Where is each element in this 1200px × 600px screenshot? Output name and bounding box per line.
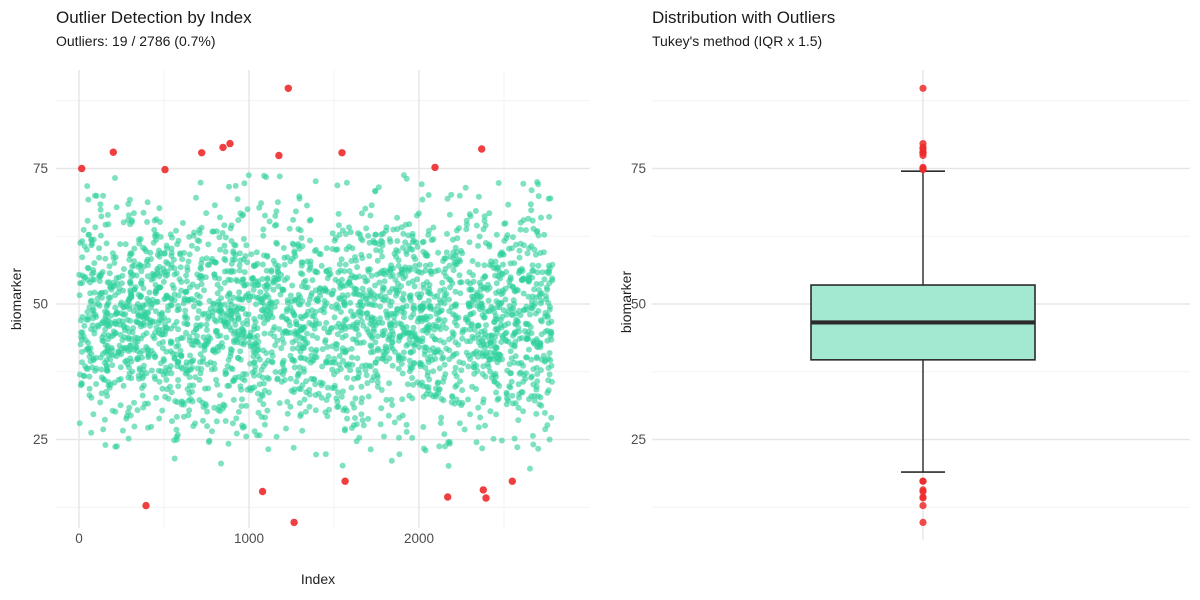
svg-text:50: 50 (33, 297, 48, 312)
svg-text:1000: 1000 (234, 531, 264, 546)
scatter-x-axis-title: Index (300, 571, 336, 587)
svg-text:75: 75 (33, 161, 48, 176)
boxplot-y-axis-title: biomarker (618, 270, 634, 334)
svg-text:75: 75 (631, 161, 646, 176)
svg-text:25: 25 (631, 432, 646, 447)
boxplot-title: Distribution with Outliers (652, 8, 836, 27)
svg-text:50: 50 (631, 297, 646, 312)
scatter-title: Outlier Detection by Index (56, 8, 252, 27)
scatter-inlier-points (76, 172, 556, 472)
scatter-panel: 25 50 75 0 1000 2000 (33, 70, 590, 546)
scatter-y-axis-title: biomarker (8, 267, 24, 331)
boxplot-subtitle: Tukey's method (IQR x 1.5) (652, 33, 823, 49)
boxplot-glyph (810, 170, 1036, 473)
boxplot-outlier-points (919, 84, 927, 527)
svg-text:2000: 2000 (404, 531, 434, 546)
svg-text:25: 25 (33, 432, 48, 447)
svg-text:0: 0 (75, 531, 83, 546)
scatter-outlier-points (78, 84, 516, 527)
scatter-subtitle: Outliers: 19 / 2786 (0.7%) (56, 33, 216, 49)
boxplot-panel: 25 50 75 (631, 70, 1190, 540)
